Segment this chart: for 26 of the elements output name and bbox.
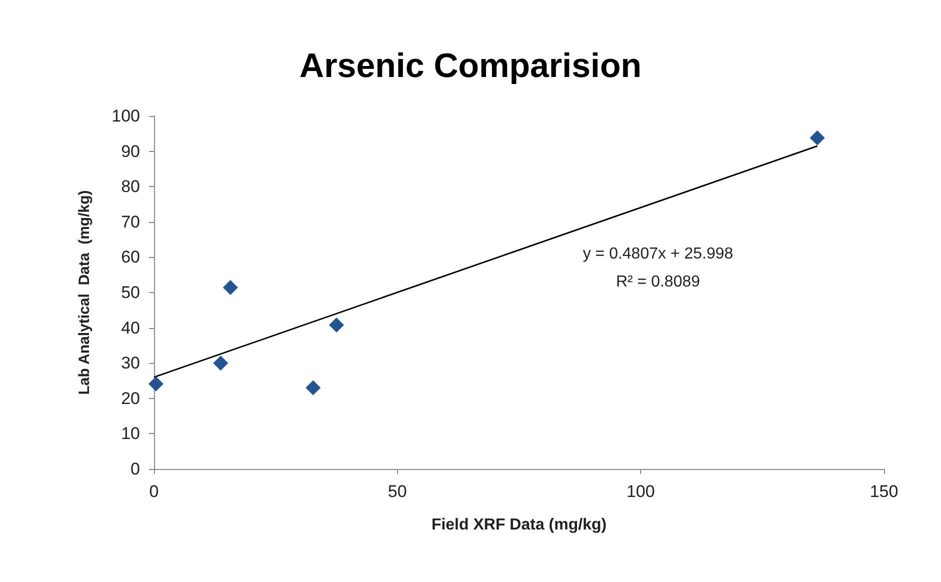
y-tick-label: 40 bbox=[121, 318, 140, 338]
point bbox=[329, 317, 344, 332]
point bbox=[148, 376, 164, 392]
point bbox=[306, 380, 321, 396]
y-tick-label: 30 bbox=[121, 354, 140, 373]
y-tick-label: 10 bbox=[121, 424, 140, 444]
x-tick-label: 150 bbox=[870, 482, 898, 501]
point bbox=[222, 280, 238, 296]
y-tick-label: 90 bbox=[121, 142, 140, 161]
x-tick-label: 50 bbox=[388, 482, 407, 501]
x-tick-label: 0 bbox=[149, 482, 159, 501]
y-tick-label: 80 bbox=[121, 177, 140, 196]
point bbox=[810, 130, 825, 146]
y-tick-label: 100 bbox=[112, 106, 140, 126]
y-axis-title: Lab Analytical Data (mg/kg) bbox=[76, 190, 93, 395]
x-tick-label: 100 bbox=[626, 482, 655, 501]
annotation: y = 0.4807x + 25.998 bbox=[582, 246, 734, 262]
y-tick-label: 50 bbox=[121, 283, 140, 302]
chart-title: Arsenic Comparision bbox=[300, 47, 642, 85]
x-axis-title: Field XRF Data (mg/kg) bbox=[431, 516, 607, 534]
y-tick-label: 60 bbox=[121, 248, 140, 267]
point bbox=[213, 356, 228, 371]
y-tick-label: 0 bbox=[130, 460, 140, 478]
y-tick-label: 20 bbox=[121, 388, 140, 408]
annotation: R² = 0.8089 bbox=[616, 274, 700, 290]
y-tick-label: 70 bbox=[121, 212, 140, 232]
